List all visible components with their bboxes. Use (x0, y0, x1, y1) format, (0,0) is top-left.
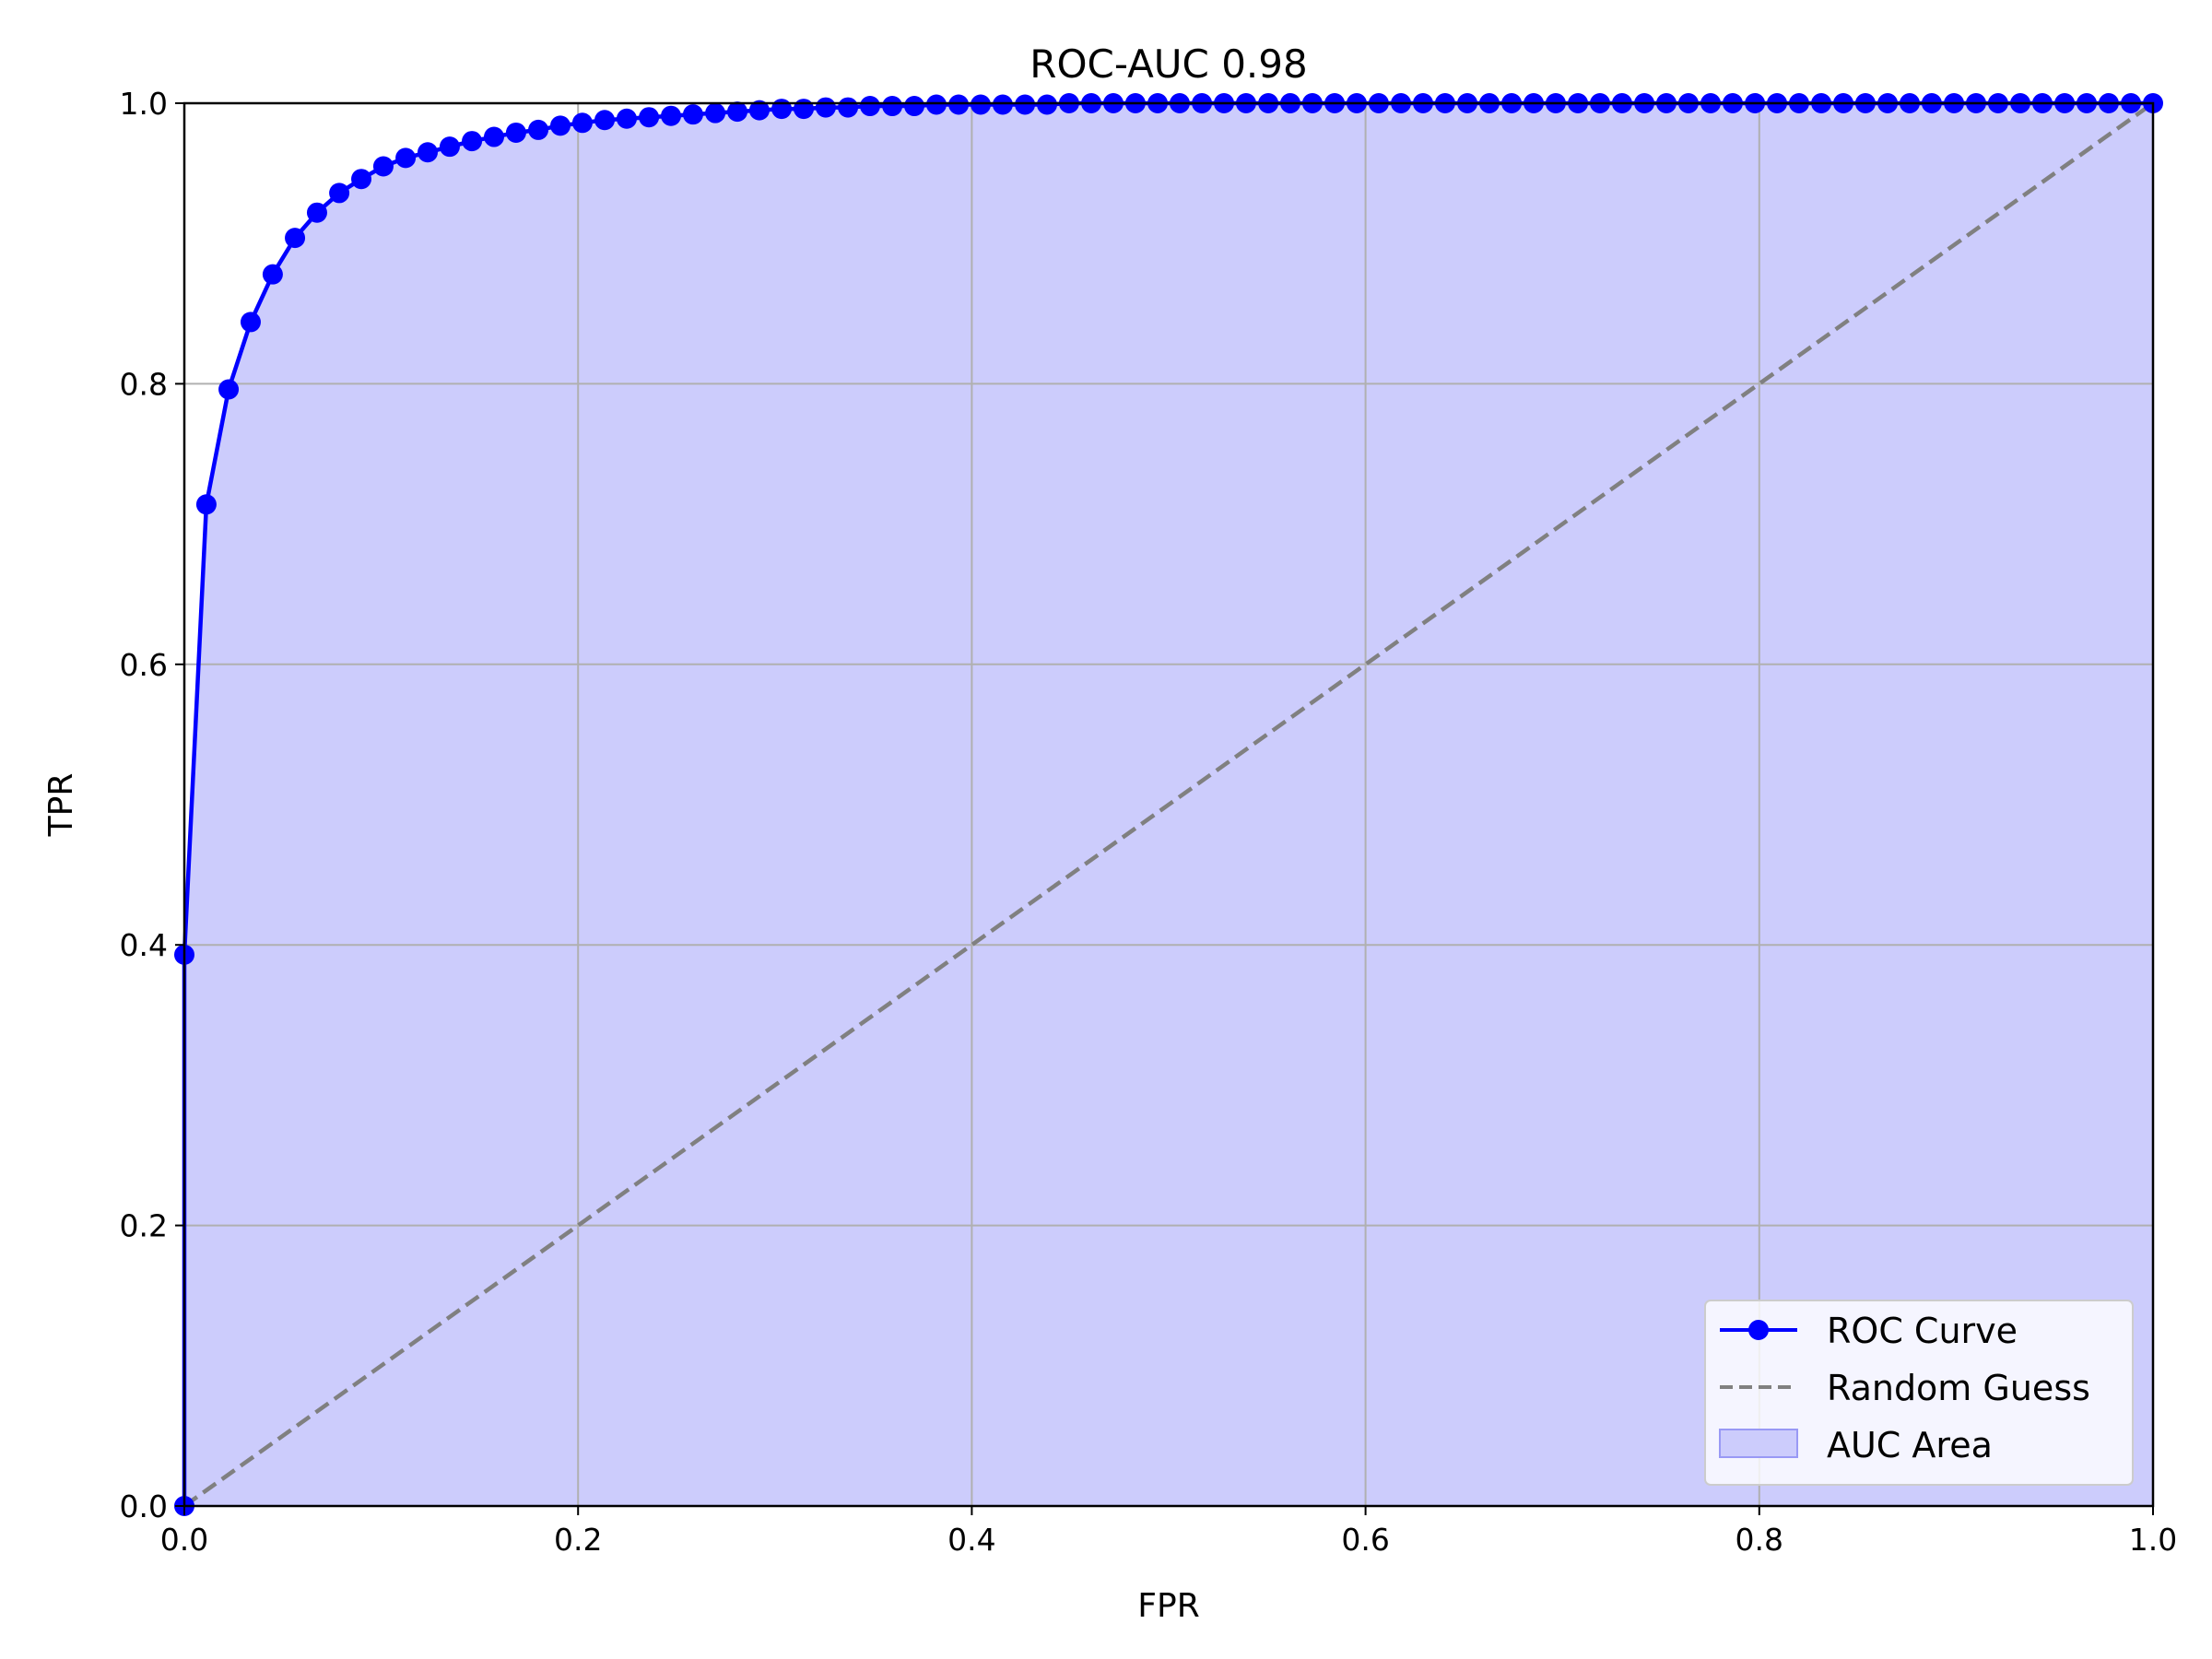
roc-point-23 (661, 105, 682, 126)
y-tick-label-5: 1.0 (120, 86, 168, 122)
y-tick-label-4: 0.8 (120, 366, 168, 402)
roc-point-22 (639, 107, 660, 128)
roc-point-9 (351, 169, 372, 190)
roc-point-15 (483, 126, 504, 147)
roc-point-10 (372, 156, 394, 177)
legend-random-label: Random Guess (1827, 1368, 2090, 1408)
roc-point-5 (262, 264, 283, 285)
roc-point-25 (705, 102, 726, 124)
roc-point-28 (771, 99, 793, 120)
x-tick-label-3: 0.6 (1341, 1522, 1389, 1558)
y-tick-label-1: 0.2 (120, 1208, 168, 1244)
random-guess-layer (182, 101, 2155, 1508)
roc-point-16 (505, 122, 526, 143)
roc-point-18 (549, 115, 571, 136)
x-tick-label-0: 0.0 (160, 1522, 208, 1558)
roc-point-6 (285, 228, 306, 249)
roc-point-13 (439, 136, 460, 158)
x-tick-label-2: 0.4 (947, 1522, 995, 1558)
roc-point-36 (948, 94, 970, 115)
roc-point-39 (1015, 94, 1036, 115)
chart-title: ROC-AUC 0.98 (1030, 41, 1307, 87)
roc-point-12 (418, 142, 439, 163)
roc-point-14 (462, 131, 483, 152)
roc-point-24 (682, 104, 703, 125)
legend: ROC Curve Random Guess AUC Area (1704, 1300, 2134, 1486)
roc-point-40 (1036, 94, 1057, 115)
roc-point-27 (748, 100, 770, 121)
x-tick-label-4: 0.8 (1735, 1522, 1783, 1558)
roc-point-11 (395, 147, 417, 169)
x-tick-label-5: 1.0 (2129, 1522, 2177, 1558)
y-tick-label-0: 0.0 (120, 1488, 168, 1524)
roc-point-33 (882, 96, 903, 117)
roc-point-21 (616, 108, 637, 129)
roc-point-30 (815, 97, 836, 118)
roc-point-2 (195, 494, 217, 515)
y-tick-label-2: 0.4 (120, 927, 168, 963)
roc-point-31 (838, 97, 859, 118)
roc-point-26 (727, 101, 748, 123)
tick-layer: 0.0 0.2 0.4 0.6 0.8 1.0 0.0 0.2 0.4 0.6 0.8 1.0 (120, 86, 2178, 1558)
roc-point-37 (971, 94, 992, 115)
roc-point-38 (992, 94, 1013, 115)
roc-point-19 (571, 112, 593, 134)
roc-point-32 (859, 96, 880, 117)
y-axis-label: TPR (42, 773, 80, 838)
legend-roc-label: ROC Curve (1827, 1311, 2018, 1351)
roc-point-20 (594, 110, 616, 131)
roc-point-3 (218, 379, 240, 400)
x-axis-label: FPR (1137, 1587, 1199, 1625)
roc-point-29 (793, 99, 814, 120)
roc-point-17 (528, 119, 549, 140)
plot-frame (182, 101, 2155, 1508)
y-tick-label-3: 0.6 (120, 647, 168, 683)
roc-point-35 (925, 94, 947, 115)
legend-auc-label: AUC Area (1827, 1425, 1993, 1465)
legend-auc-swatch (1719, 1429, 1798, 1458)
roc-point-34 (904, 96, 925, 117)
legend-box (1704, 1300, 2134, 1486)
legend-roc-marker (1748, 1320, 1769, 1340)
roc-point-7 (306, 202, 327, 223)
roc-point-4 (240, 312, 261, 333)
x-tick-label-1: 0.2 (554, 1522, 602, 1558)
random-guess-line (182, 101, 2155, 1508)
roc-point-8 (329, 182, 350, 204)
